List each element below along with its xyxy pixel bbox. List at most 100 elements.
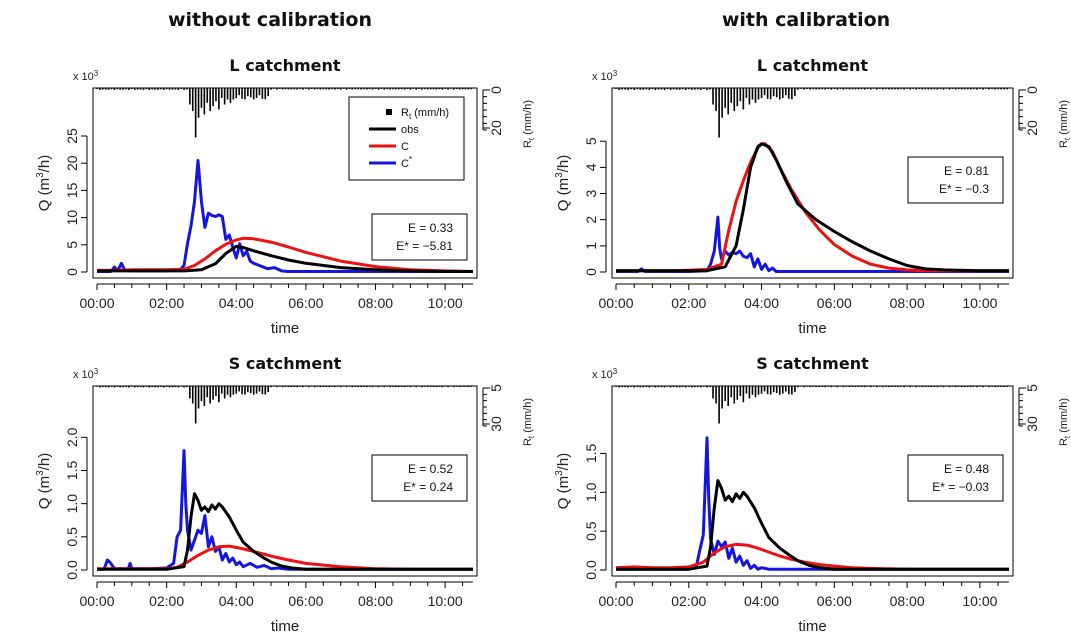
stat-e: E = 0.52: [408, 462, 453, 476]
panel-p2: L catchment x 103 00:00 02:00 04:00 06:00 08:0…: [554, 56, 1071, 337]
x-tick-label: 04:00: [744, 295, 779, 311]
x-tick-label: 10:00: [428, 295, 463, 311]
y-tick-label: 5: [64, 241, 80, 249]
y-multiplier: x 103: [73, 69, 99, 83]
plot-frame: [92, 87, 478, 279]
y-tick-label: 2.0: [64, 427, 80, 447]
y-tick-label: 10: [64, 210, 80, 226]
stat-e: E = 0.48: [944, 462, 989, 476]
x-tick-label: 00:00: [79, 295, 114, 311]
stats-box: [907, 454, 1004, 502]
y-tick-label: 0: [64, 268, 80, 276]
y-multiplier: x 103: [592, 69, 618, 83]
y-tick-label: 4: [583, 163, 599, 171]
x-axis-label: time: [798, 618, 826, 635]
y-multiplier: x 103: [592, 367, 618, 381]
x-tick-label: 02:00: [671, 295, 706, 311]
panel-title: S catchment: [756, 354, 869, 373]
x-tick-label: 08:00: [890, 593, 925, 609]
panel-title: L catchment: [229, 56, 340, 75]
x-tick-label: 04:00: [744, 593, 779, 609]
x-axis-label: time: [271, 320, 299, 337]
rain-tick-label: 5: [1024, 384, 1040, 392]
y-tick-label: 15: [64, 182, 80, 198]
rain-tick-label: 20: [1024, 120, 1040, 136]
obs-line: [97, 492, 473, 571]
stat-e: E = 0.33: [408, 221, 453, 235]
obs-line: [616, 142, 1009, 273]
x-tick-label: 02:00: [149, 593, 184, 609]
y-tick-label: 20: [64, 155, 80, 171]
y-tick-label: 1.0: [583, 482, 599, 502]
panel-title: S catchment: [229, 354, 342, 373]
x-tick-label: 02:00: [149, 295, 184, 311]
rain-axis-label: Rt (mm/h): [1058, 398, 1071, 446]
panel-p3: S catchment x 103 00:00 02:00 04:00 06:00 08:0…: [35, 354, 536, 635]
x-tick-label: 00:00: [598, 295, 633, 311]
x-tick-label: 06:00: [288, 295, 323, 311]
cstar-line: [616, 436, 1009, 571]
panel-title: L catchment: [757, 56, 868, 75]
y-tick-label: 1.0: [64, 494, 80, 514]
legend: Rt (mm/h) obs C C*: [348, 96, 465, 181]
stat-e: E = 0.81: [944, 164, 989, 178]
y-tick-label: 1.5: [64, 461, 80, 481]
y-tick-label: 0.0: [64, 560, 80, 580]
stat-estar: E* = −5.81: [396, 239, 453, 253]
x-tick-label: 08:00: [358, 593, 393, 609]
x-tick-label: 06:00: [817, 295, 852, 311]
y-axis-label: Q (m3/h): [554, 453, 572, 509]
y-multiplier: x 103: [73, 367, 99, 381]
x-tick-label: 10:00: [962, 295, 997, 311]
rain-axis-label: Rt (mm/h): [522, 398, 536, 446]
stat-estar: E* = −0.3: [939, 182, 989, 196]
x-tick-label: 04:00: [219, 593, 254, 609]
legend-label-cstar: C*: [401, 155, 412, 170]
rain-tick-label: 20: [488, 120, 504, 136]
obs-line: [616, 479, 1009, 571]
panel-p1: L catchment x 103 00:00 02:00 04:00 06:00 08:0…: [35, 56, 536, 337]
y-axis-label: Q (m3/h): [35, 453, 53, 509]
panel-p4: S catchment x 103 00:00 02:00 04:00 06:00 08:0…: [554, 354, 1071, 635]
rain-tick-label: 0: [488, 86, 504, 94]
y-tick-label: 2: [583, 216, 599, 224]
y-tick-label: 25: [64, 128, 80, 144]
cstar-line: [616, 215, 1009, 273]
y-tick-label: 0: [583, 268, 599, 276]
legend-box: [348, 96, 465, 181]
x-tick-label: 06:00: [817, 593, 852, 609]
rain-tick-label: 30: [1024, 416, 1040, 432]
column-title-right: with calibration: [722, 9, 890, 31]
rain-tick-label: 0: [1024, 86, 1040, 94]
y-axis-label: Q (m3/h): [554, 155, 572, 211]
x-tick-label: 02:00: [671, 593, 706, 609]
x-tick-label: 04:00: [219, 295, 254, 311]
x-tick-label: 00:00: [79, 593, 114, 609]
x-tick-label: 06:00: [288, 593, 323, 609]
y-axis-label: Q (m3/h): [35, 155, 53, 211]
plot-frame: [611, 87, 1014, 279]
y-tick-label: 0.5: [583, 521, 599, 541]
stats-box: [371, 454, 468, 502]
x-tick-label: 10:00: [962, 593, 997, 609]
y-tick-label: 1.5: [583, 443, 599, 463]
plot-frame: [611, 385, 1014, 577]
rain-axis-label: Rt (mm/h): [522, 100, 536, 148]
x-tick-label: 08:00: [358, 295, 393, 311]
obs-line: [97, 244, 473, 273]
panels: L catchment x 103 00:00 02:00 04:00 06:00 08:0…: [35, 56, 1071, 635]
legend-label-obs: obs: [401, 124, 419, 136]
legend-label-c: C: [401, 141, 409, 153]
rain-axis-label: Rt (mm/h): [1058, 100, 1071, 148]
plot-frame: [92, 385, 478, 577]
x-tick-label: 08:00: [890, 295, 925, 311]
y-tick-label: 5: [583, 137, 599, 145]
x-tick-label: 00:00: [598, 593, 633, 609]
x-axis-label: time: [798, 320, 826, 337]
stats-box: [907, 156, 1004, 204]
legend-rain-swatch: [386, 109, 392, 115]
x-axis-label: time: [271, 618, 299, 635]
stat-estar: E* = −0.03: [932, 480, 989, 494]
rain-tick-label: 30: [488, 416, 504, 432]
